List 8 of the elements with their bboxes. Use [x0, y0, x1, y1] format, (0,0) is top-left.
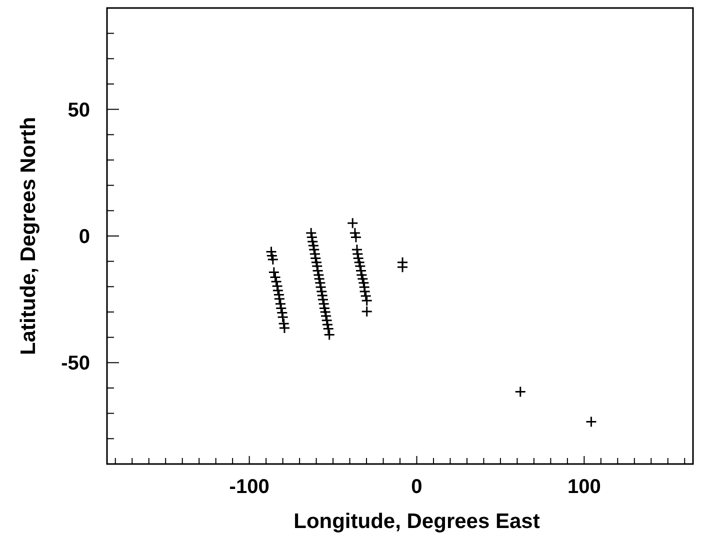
- y-tick-label: 0: [78, 226, 90, 248]
- x-tick-label: 100: [567, 476, 601, 498]
- x-tick-label: 0: [411, 476, 422, 498]
- y-tick-label: -50: [61, 352, 90, 375]
- x-tick-label: -100: [229, 476, 270, 498]
- y-axis-title: Latitude, Degrees North: [17, 116, 40, 356]
- x-axis-title: Longitude, Degrees East: [294, 510, 540, 533]
- y-tick-label: 50: [68, 99, 90, 122]
